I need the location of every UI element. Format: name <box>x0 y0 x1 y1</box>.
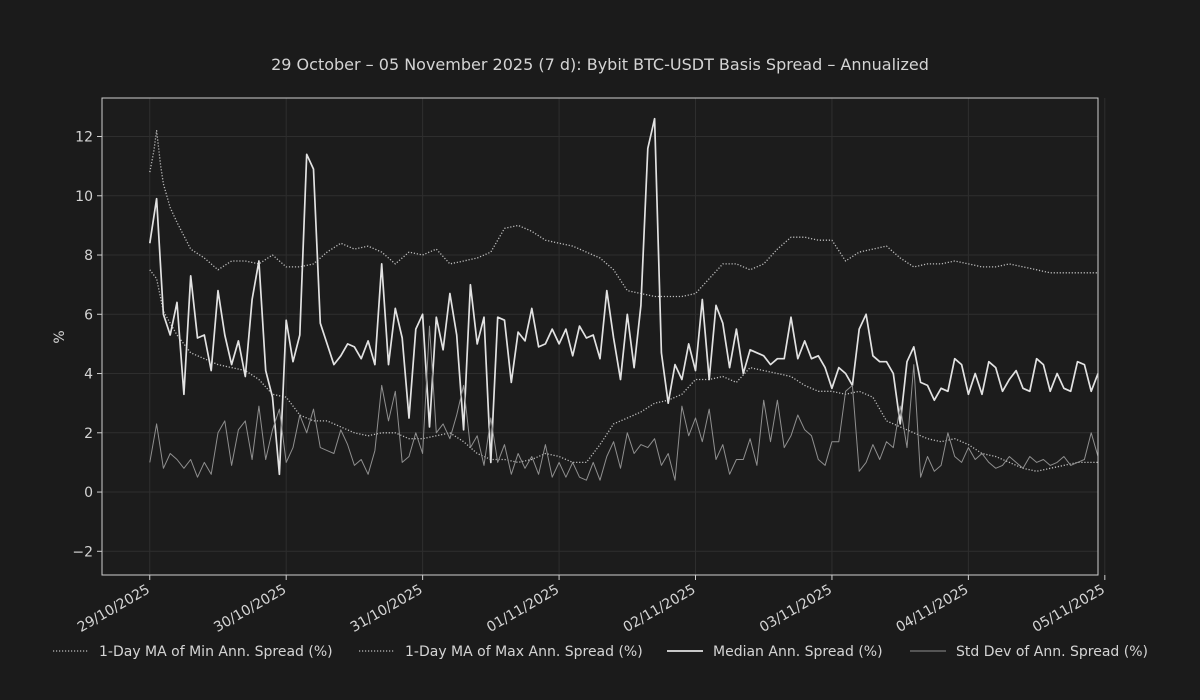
series-line-4 <box>149 325 1099 481</box>
y-tick-label: 10 <box>75 189 93 205</box>
series-line-3 <box>148 117 1099 476</box>
y-tick-label: 6 <box>84 307 93 323</box>
series-line-2 <box>149 129 1098 298</box>
chart-title: 29 October – 05 November 2025 (7 d): Byb… <box>271 55 929 74</box>
plot-area <box>102 98 1098 575</box>
legend: 1-Day MA of Min Ann. Spread (%) 1-Day MA … <box>53 644 1148 660</box>
y-axis-label: % <box>52 330 68 343</box>
legend-label: Std Dev of Ann. Spread (%) <box>956 644 1148 660</box>
y-tick-label: 4 <box>84 367 93 383</box>
legend-label: 1-Day MA of Max Ann. Spread (%) <box>405 644 643 660</box>
y-tick-label: 0 <box>84 485 93 501</box>
legend-label: 1-Day MA of Min Ann. Spread (%) <box>99 644 333 660</box>
y-tick-label: 12 <box>75 130 93 146</box>
series-line-1 <box>149 269 1098 472</box>
y-tick-label: 8 <box>84 248 93 264</box>
plot-frame <box>101 97 1099 576</box>
legend-label: Median Ann. Spread (%) <box>713 644 883 660</box>
series-layer <box>148 117 1099 481</box>
y-tick-label: 2 <box>84 426 93 442</box>
y-tick-label: −2 <box>72 544 93 560</box>
y-axis: −2 0 2 4 6 8 10 12 <box>72 130 102 560</box>
